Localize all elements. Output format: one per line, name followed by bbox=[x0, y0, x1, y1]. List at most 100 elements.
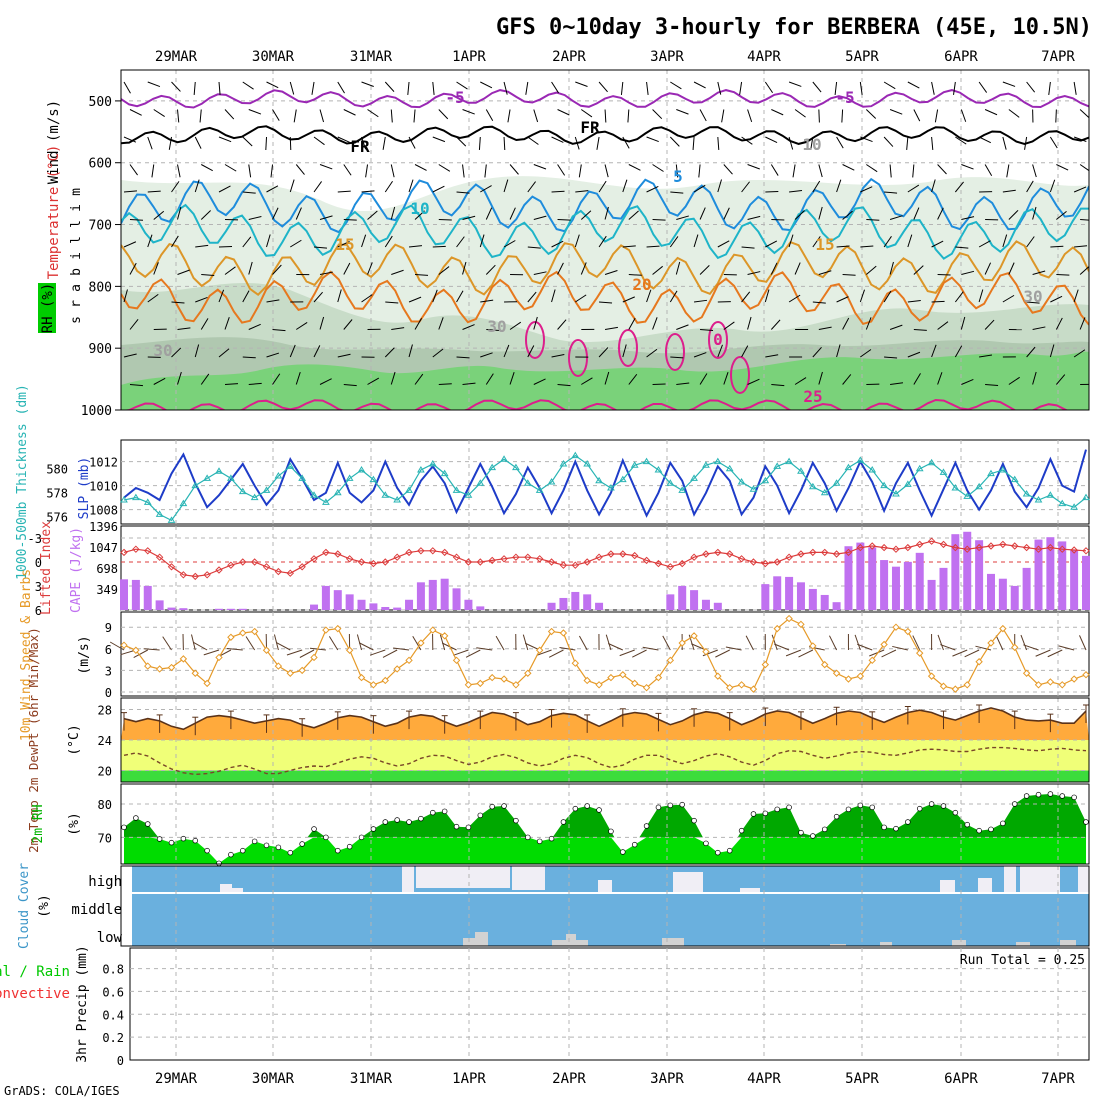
cape-bar bbox=[559, 597, 568, 610]
slp-frame bbox=[120, 439, 1090, 525]
millibars-letter: l bbox=[69, 220, 84, 228]
cape-bar bbox=[167, 607, 176, 610]
wind-barb bbox=[604, 206, 609, 220]
wind-barb bbox=[628, 210, 639, 220]
wind10m-point bbox=[500, 675, 508, 683]
millibars-letter: b bbox=[69, 268, 84, 276]
wind-barb bbox=[741, 246, 755, 249]
surface-wind-barb bbox=[857, 643, 873, 651]
wind-barb bbox=[889, 164, 892, 178]
thickness-point bbox=[238, 487, 247, 495]
thickness-point bbox=[690, 474, 698, 481]
cape-bar bbox=[868, 547, 877, 610]
wind-barb bbox=[818, 270, 832, 275]
cape-bar bbox=[464, 599, 473, 610]
wind-barb bbox=[906, 136, 909, 150]
wind10m-point bbox=[345, 646, 354, 654]
wind10m-point bbox=[999, 624, 1007, 633]
wind-barb bbox=[551, 81, 559, 94]
surface-wind-barb bbox=[524, 642, 540, 651]
wind-barb bbox=[361, 234, 367, 248]
wind-barb bbox=[456, 356, 470, 359]
wind-barb bbox=[575, 190, 589, 193]
cape-bar bbox=[583, 594, 592, 610]
wind10m-point bbox=[369, 681, 378, 689]
wind10m-point bbox=[393, 665, 401, 673]
thickness-point bbox=[702, 461, 710, 468]
surface-wind-barb bbox=[688, 634, 695, 651]
wind10m-point bbox=[559, 629, 568, 637]
thickness-point bbox=[618, 475, 627, 483]
contour-label: -5 bbox=[835, 88, 854, 107]
surface-wind-barb bbox=[203, 649, 220, 656]
wind-barb bbox=[652, 109, 663, 120]
lifted-index-point bbox=[832, 550, 841, 558]
wind-barb bbox=[456, 81, 468, 90]
lifted-index-line bbox=[123, 540, 1087, 578]
cape-bar bbox=[1034, 539, 1043, 610]
thickness-point bbox=[203, 474, 212, 481]
rh2m-point bbox=[738, 827, 745, 834]
wind10m-point bbox=[844, 675, 853, 683]
wind-barb bbox=[1073, 186, 1087, 193]
wind10m-point bbox=[476, 679, 485, 688]
surface-wind-barb bbox=[798, 649, 814, 658]
thickness-axis-label: 1000-500mb Thickness (dm) bbox=[15, 384, 30, 580]
rh2m-point bbox=[287, 849, 294, 856]
wind-barb bbox=[224, 317, 230, 330]
lifted-index-point bbox=[1070, 546, 1078, 554]
lifted-index-point bbox=[690, 553, 698, 561]
lifted-index-point bbox=[963, 545, 971, 553]
wind-barb bbox=[177, 164, 181, 178]
high-cloud-cell bbox=[978, 878, 992, 892]
surface-wind-barb bbox=[109, 641, 125, 651]
contour-label: 30 bbox=[1023, 287, 1042, 306]
wind10m-point bbox=[120, 641, 128, 649]
rh2m-point bbox=[845, 806, 852, 813]
wind10m-speed-line bbox=[123, 617, 1087, 690]
wind-barb bbox=[788, 234, 794, 248]
wind-barb bbox=[432, 81, 435, 95]
wind-barb bbox=[581, 377, 593, 385]
surface-wind-barb bbox=[1020, 634, 1028, 651]
thickness-tick-label: 578 bbox=[46, 487, 68, 501]
rh2m-point bbox=[857, 802, 864, 809]
rh2m-point bbox=[643, 823, 650, 829]
wind-barb bbox=[907, 184, 920, 193]
thickness-point bbox=[286, 462, 295, 469]
thickness-point bbox=[369, 475, 378, 483]
cape-bar bbox=[238, 608, 247, 610]
rh2m-point bbox=[1083, 819, 1089, 825]
wind-barb bbox=[385, 301, 399, 304]
wind-barb bbox=[478, 136, 481, 151]
cape-bar bbox=[856, 542, 865, 610]
wind-barb bbox=[147, 136, 153, 150]
wind-barb bbox=[747, 164, 760, 170]
high-cloud-cell bbox=[416, 866, 510, 888]
wind-barb bbox=[343, 319, 353, 330]
wind-barb bbox=[290, 239, 302, 248]
rh2m-point bbox=[893, 825, 899, 832]
pressure-tick-label: 500 bbox=[89, 95, 112, 110]
rh2m-point bbox=[631, 841, 638, 848]
lifted-index-point bbox=[737, 555, 746, 563]
thickness-point bbox=[797, 467, 805, 474]
thickness-point bbox=[832, 479, 841, 486]
wind-barb bbox=[293, 109, 297, 123]
wind-barb bbox=[527, 136, 539, 145]
wind-barb bbox=[390, 164, 395, 178]
precip-frame bbox=[129, 947, 1090, 1061]
high-cloud-cell bbox=[512, 866, 545, 890]
wind10m-point bbox=[1082, 671, 1090, 679]
wind10m-point bbox=[429, 626, 437, 634]
wind-barb bbox=[622, 344, 627, 358]
wind-barb bbox=[764, 81, 774, 94]
wind-barb bbox=[557, 164, 566, 176]
wind-barb bbox=[954, 345, 963, 358]
low-cloud-cell bbox=[662, 938, 684, 946]
thickness-point bbox=[131, 493, 140, 501]
wind-barb bbox=[123, 289, 128, 303]
wind-barb bbox=[622, 179, 628, 193]
cape-tick-label: 349 bbox=[96, 583, 118, 597]
wind-barb bbox=[1055, 374, 1066, 385]
